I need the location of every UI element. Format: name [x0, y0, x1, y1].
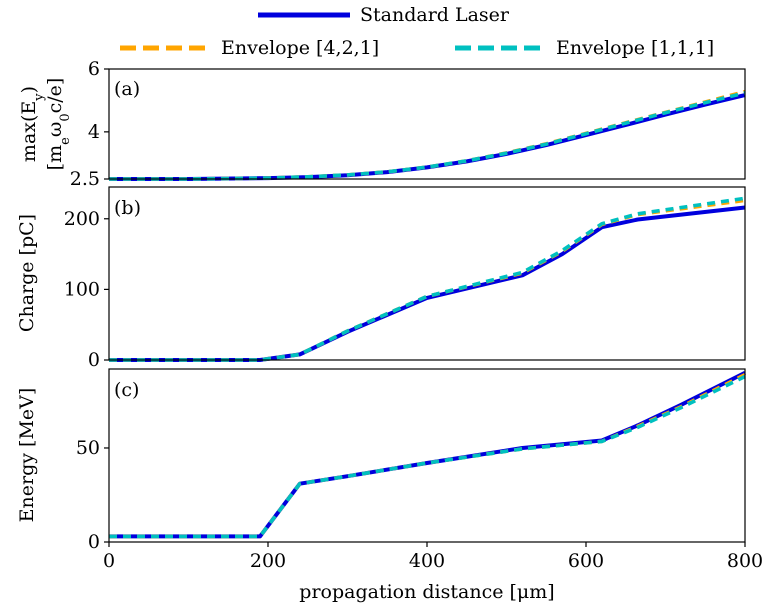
legend-label-envelope-111: Envelope [1,1,1] — [556, 37, 714, 59]
panel-a-ylabel-line1: max(Ey) — [18, 86, 47, 162]
x-tick-label-4: 800 — [727, 550, 763, 572]
panel-b-frame — [109, 187, 745, 360]
panel-a-frame — [109, 69, 745, 179]
panel-b-ytick-label-2: 200 — [64, 208, 100, 230]
panel-c-frame — [109, 369, 745, 542]
panel-a-ylabel-line2: [meω0c/e] — [44, 78, 73, 171]
legend: Standard Laser Envelope [4,2,1] Envelope… — [120, 4, 714, 59]
panel-c-series — [109, 373, 745, 537]
panel-b-series-line-2 — [109, 198, 745, 360]
panel-c: 0 50 (c) Energy [MeV] — [16, 369, 745, 553]
panel-b-series-line-0 — [109, 208, 745, 361]
panel-b-series — [109, 198, 745, 360]
legend-label-standard-laser: Standard Laser — [360, 4, 510, 26]
x-tick-label-1: 200 — [250, 550, 286, 572]
panel-a-ytick-label-0: 2.5 — [70, 168, 100, 190]
panel-a: 2.5 4 6 (a) max(Ey) [meω0c/e] — [18, 58, 745, 190]
x-tick-label-3: 600 — [568, 550, 604, 572]
x-axis-label: propagation distance [μm] — [299, 581, 554, 603]
x-tick-label-2: 400 — [409, 550, 445, 572]
panel-a-tag: (a) — [114, 78, 140, 100]
panel-a-series — [109, 92, 745, 179]
panel-a-ytick-label-1: 4 — [88, 121, 100, 143]
panel-c-ylabel: Energy [MeV] — [16, 388, 38, 523]
legend-label-envelope-421: Envelope [4,2,1] — [221, 37, 379, 59]
panel-a-ytick-label-2: 6 — [88, 58, 100, 80]
panel-c-series-line-1 — [109, 375, 745, 537]
panel-b-ytick-label-0: 0 — [88, 349, 100, 371]
panel-a-series-line-0 — [109, 95, 745, 179]
panel-b-tag: (b) — [114, 197, 141, 219]
panel-c-tag: (c) — [114, 379, 139, 401]
panel-b: 0 100 200 (b) Charge [pC] — [16, 187, 745, 371]
panel-c-series-line-2 — [109, 377, 745, 537]
panel-c-ytick-label-1: 50 — [76, 437, 100, 459]
panel-b-yticks: 0 100 200 — [64, 208, 109, 371]
panel-c-series-line-0 — [109, 373, 745, 537]
panel-a-yticks: 2.5 4 6 — [70, 58, 109, 190]
panel-b-ylabel: Charge [pC] — [16, 214, 38, 332]
panel-b-ytick-label-1: 100 — [64, 278, 100, 300]
x-tick-label-0: 0 — [103, 550, 115, 572]
x-axis: 0 200 400 600 800 — [103, 542, 763, 572]
panel-c-ytick-label-0: 0 — [88, 531, 100, 553]
panel-b-series-line-1 — [109, 200, 745, 360]
panel-c-yticks: 0 50 — [76, 437, 109, 553]
